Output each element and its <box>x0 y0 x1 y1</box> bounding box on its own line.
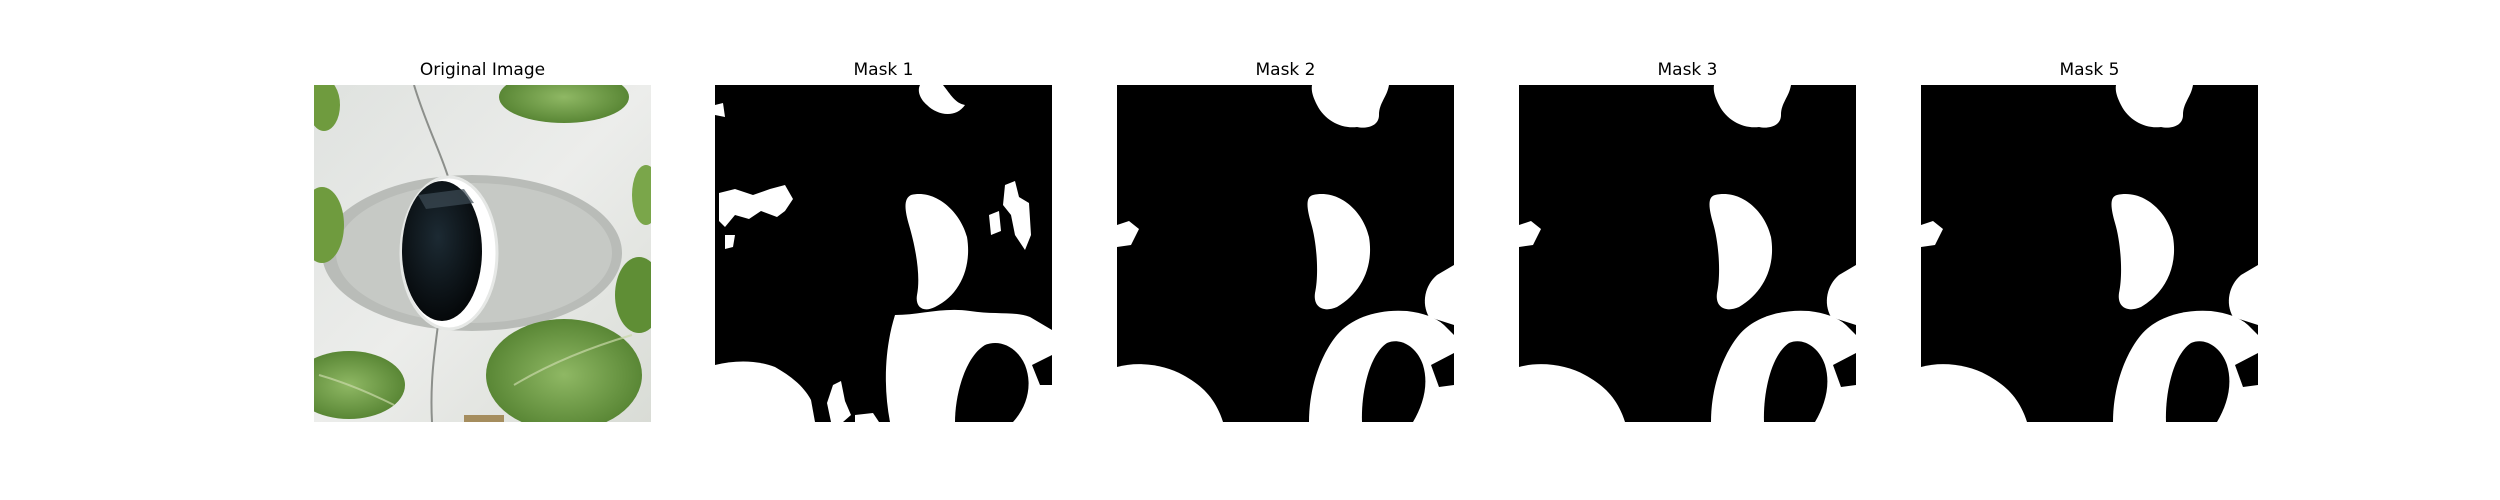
panel-title: Original Image <box>419 60 546 80</box>
panel-original-image: Original Image <box>314 58 651 422</box>
panel-mask-2: Mask 2 <box>1117 58 1454 422</box>
mask-image <box>1921 85 2258 422</box>
panel-title: Mask 2 <box>1255 60 1316 80</box>
mask-image <box>1117 85 1454 422</box>
mask-2-graphic <box>1117 85 1454 422</box>
panel-mask-1: Mask 1 <box>715 58 1052 422</box>
mask-5-graphic <box>1921 85 2258 422</box>
mask-image <box>1519 85 1856 422</box>
panel-title: Mask 1 <box>853 60 914 80</box>
panel-title: Mask 3 <box>1657 60 1718 80</box>
mask-3-graphic <box>1519 85 1856 422</box>
original-image <box>314 85 651 422</box>
mask-image <box>715 85 1052 422</box>
mask-1-graphic <box>715 85 1052 422</box>
panel-mask-3: Mask 3 <box>1519 58 1856 422</box>
panel-title: Mask 5 <box>2059 60 2120 80</box>
original-image-graphic <box>314 85 651 422</box>
panel-mask-5: Mask 5 <box>1921 58 2258 422</box>
